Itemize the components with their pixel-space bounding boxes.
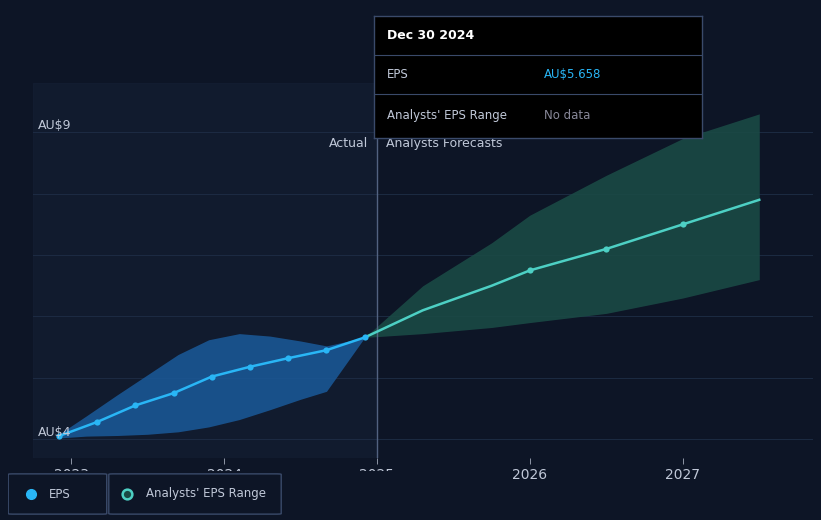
Point <box>677 220 690 228</box>
Point <box>600 245 613 253</box>
Text: EPS: EPS <box>387 68 408 81</box>
Point <box>358 333 371 342</box>
Point <box>523 266 536 275</box>
Text: EPS: EPS <box>49 488 71 500</box>
Bar <box>33 83 377 458</box>
Point <box>167 389 180 397</box>
Text: AU$9: AU$9 <box>38 119 71 132</box>
Text: Analysts Forecasts: Analysts Forecasts <box>386 137 502 150</box>
Text: Dec 30 2024: Dec 30 2024 <box>387 29 474 42</box>
Text: Analysts' EPS Range: Analysts' EPS Range <box>387 109 507 122</box>
Point <box>129 401 142 410</box>
Point <box>320 346 333 354</box>
Point <box>205 372 218 381</box>
Point <box>53 432 66 440</box>
Point <box>244 362 257 371</box>
Text: No data: No data <box>544 109 590 122</box>
Text: Analysts' EPS Range: Analysts' EPS Range <box>146 488 266 500</box>
Text: Actual: Actual <box>328 137 368 150</box>
Point <box>282 354 295 362</box>
Text: AU$5.658: AU$5.658 <box>544 68 602 81</box>
FancyBboxPatch shape <box>109 474 281 514</box>
FancyBboxPatch shape <box>8 474 107 514</box>
Text: AU$4: AU$4 <box>38 426 71 439</box>
Point <box>90 418 103 426</box>
